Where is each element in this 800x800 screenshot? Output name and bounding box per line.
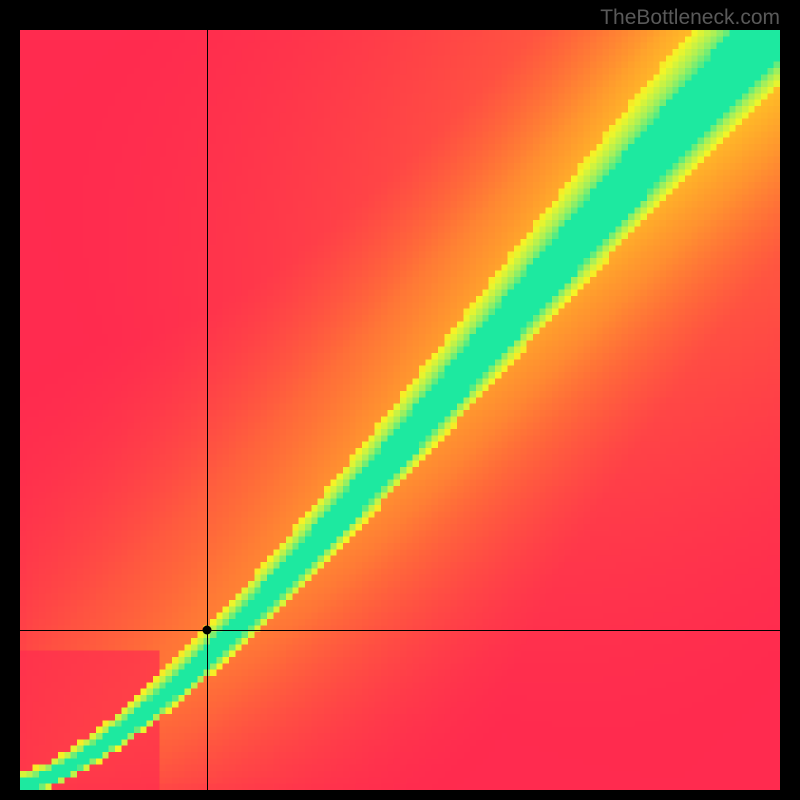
watermark-text: TheBottleneck.com bbox=[600, 6, 780, 30]
crosshair-horizontal bbox=[20, 630, 780, 631]
crosshair-vertical bbox=[207, 30, 208, 790]
marker-dot bbox=[202, 625, 211, 634]
heatmap-canvas bbox=[20, 30, 780, 790]
heatmap-plot bbox=[20, 30, 780, 790]
